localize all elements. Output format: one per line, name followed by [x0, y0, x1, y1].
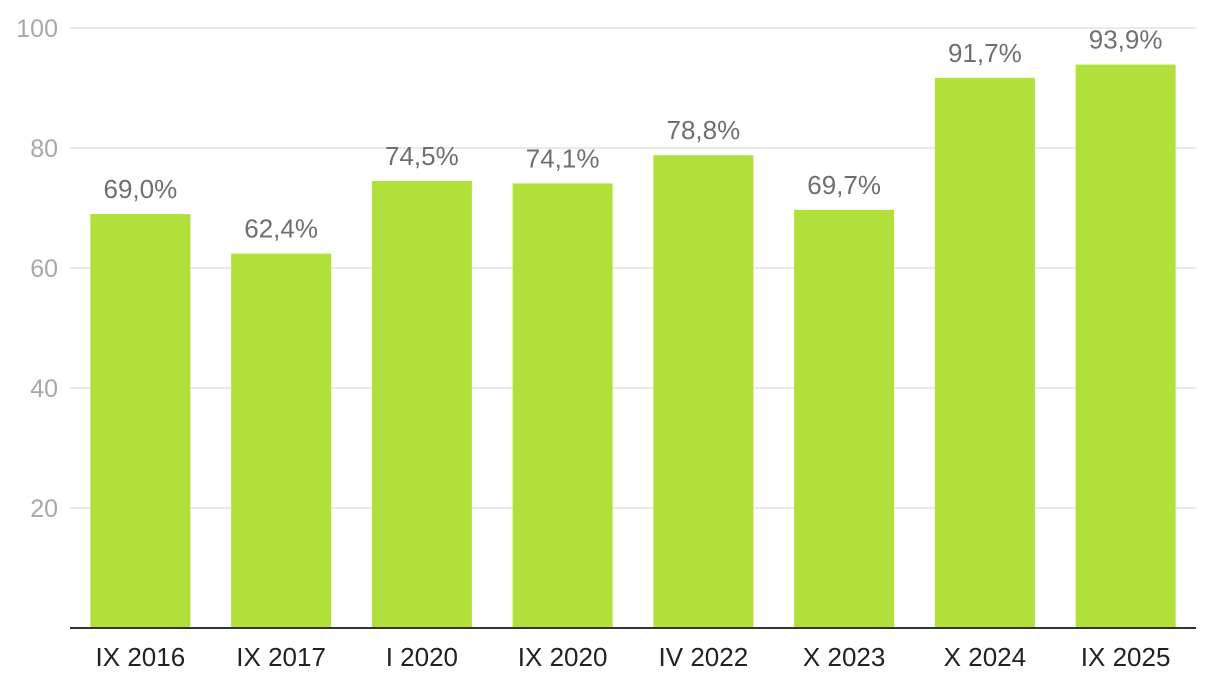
data-label: 62,4%	[244, 214, 318, 244]
bar	[653, 155, 754, 628]
bar	[231, 253, 332, 628]
x-tick-label: IX 2020	[518, 642, 608, 672]
bar	[90, 214, 191, 628]
y-tick-label: 60	[30, 255, 58, 283]
data-label: 78,8%	[667, 115, 741, 145]
x-tick-label: IX 2016	[96, 642, 186, 672]
data-label: 93,9%	[1089, 25, 1163, 55]
y-tick-label: 20	[30, 495, 58, 523]
data-label: 91,7%	[948, 38, 1022, 68]
x-tick-label: I 2020	[386, 642, 458, 672]
bars	[90, 64, 1176, 629]
x-tick-label: IX 2017	[236, 642, 326, 672]
data-label: 69,7%	[807, 170, 881, 200]
y-tick-label: 40	[30, 375, 58, 403]
x-tick-label: X 2023	[803, 642, 885, 672]
data-label: 69,0%	[104, 174, 178, 204]
x-tick-label: X 2024	[944, 642, 1026, 672]
data-label: 74,1%	[526, 143, 600, 173]
bar	[512, 183, 613, 628]
y-tick-label: 100	[16, 15, 58, 43]
x-tick-label: IX 2025	[1081, 642, 1171, 672]
x-axis-ticks: IX 2016 IX 2017 I 2020 IX 2020 IV 2022 X 2023…	[96, 642, 1171, 672]
bar	[934, 77, 1035, 629]
y-tick-label: 80	[30, 135, 58, 163]
data-labels: 69,0% 62,4% 74,5% 74,1% 78,8% 69,7% 91,7% 93,9%	[104, 25, 1163, 244]
x-tick-label: IV 2022	[659, 642, 749, 672]
y-axis-ticks: 20 40 60 80 100	[16, 15, 58, 523]
bar	[1075, 64, 1176, 629]
data-label: 74,5%	[385, 141, 459, 171]
bar	[371, 181, 472, 628]
bar	[794, 209, 895, 629]
